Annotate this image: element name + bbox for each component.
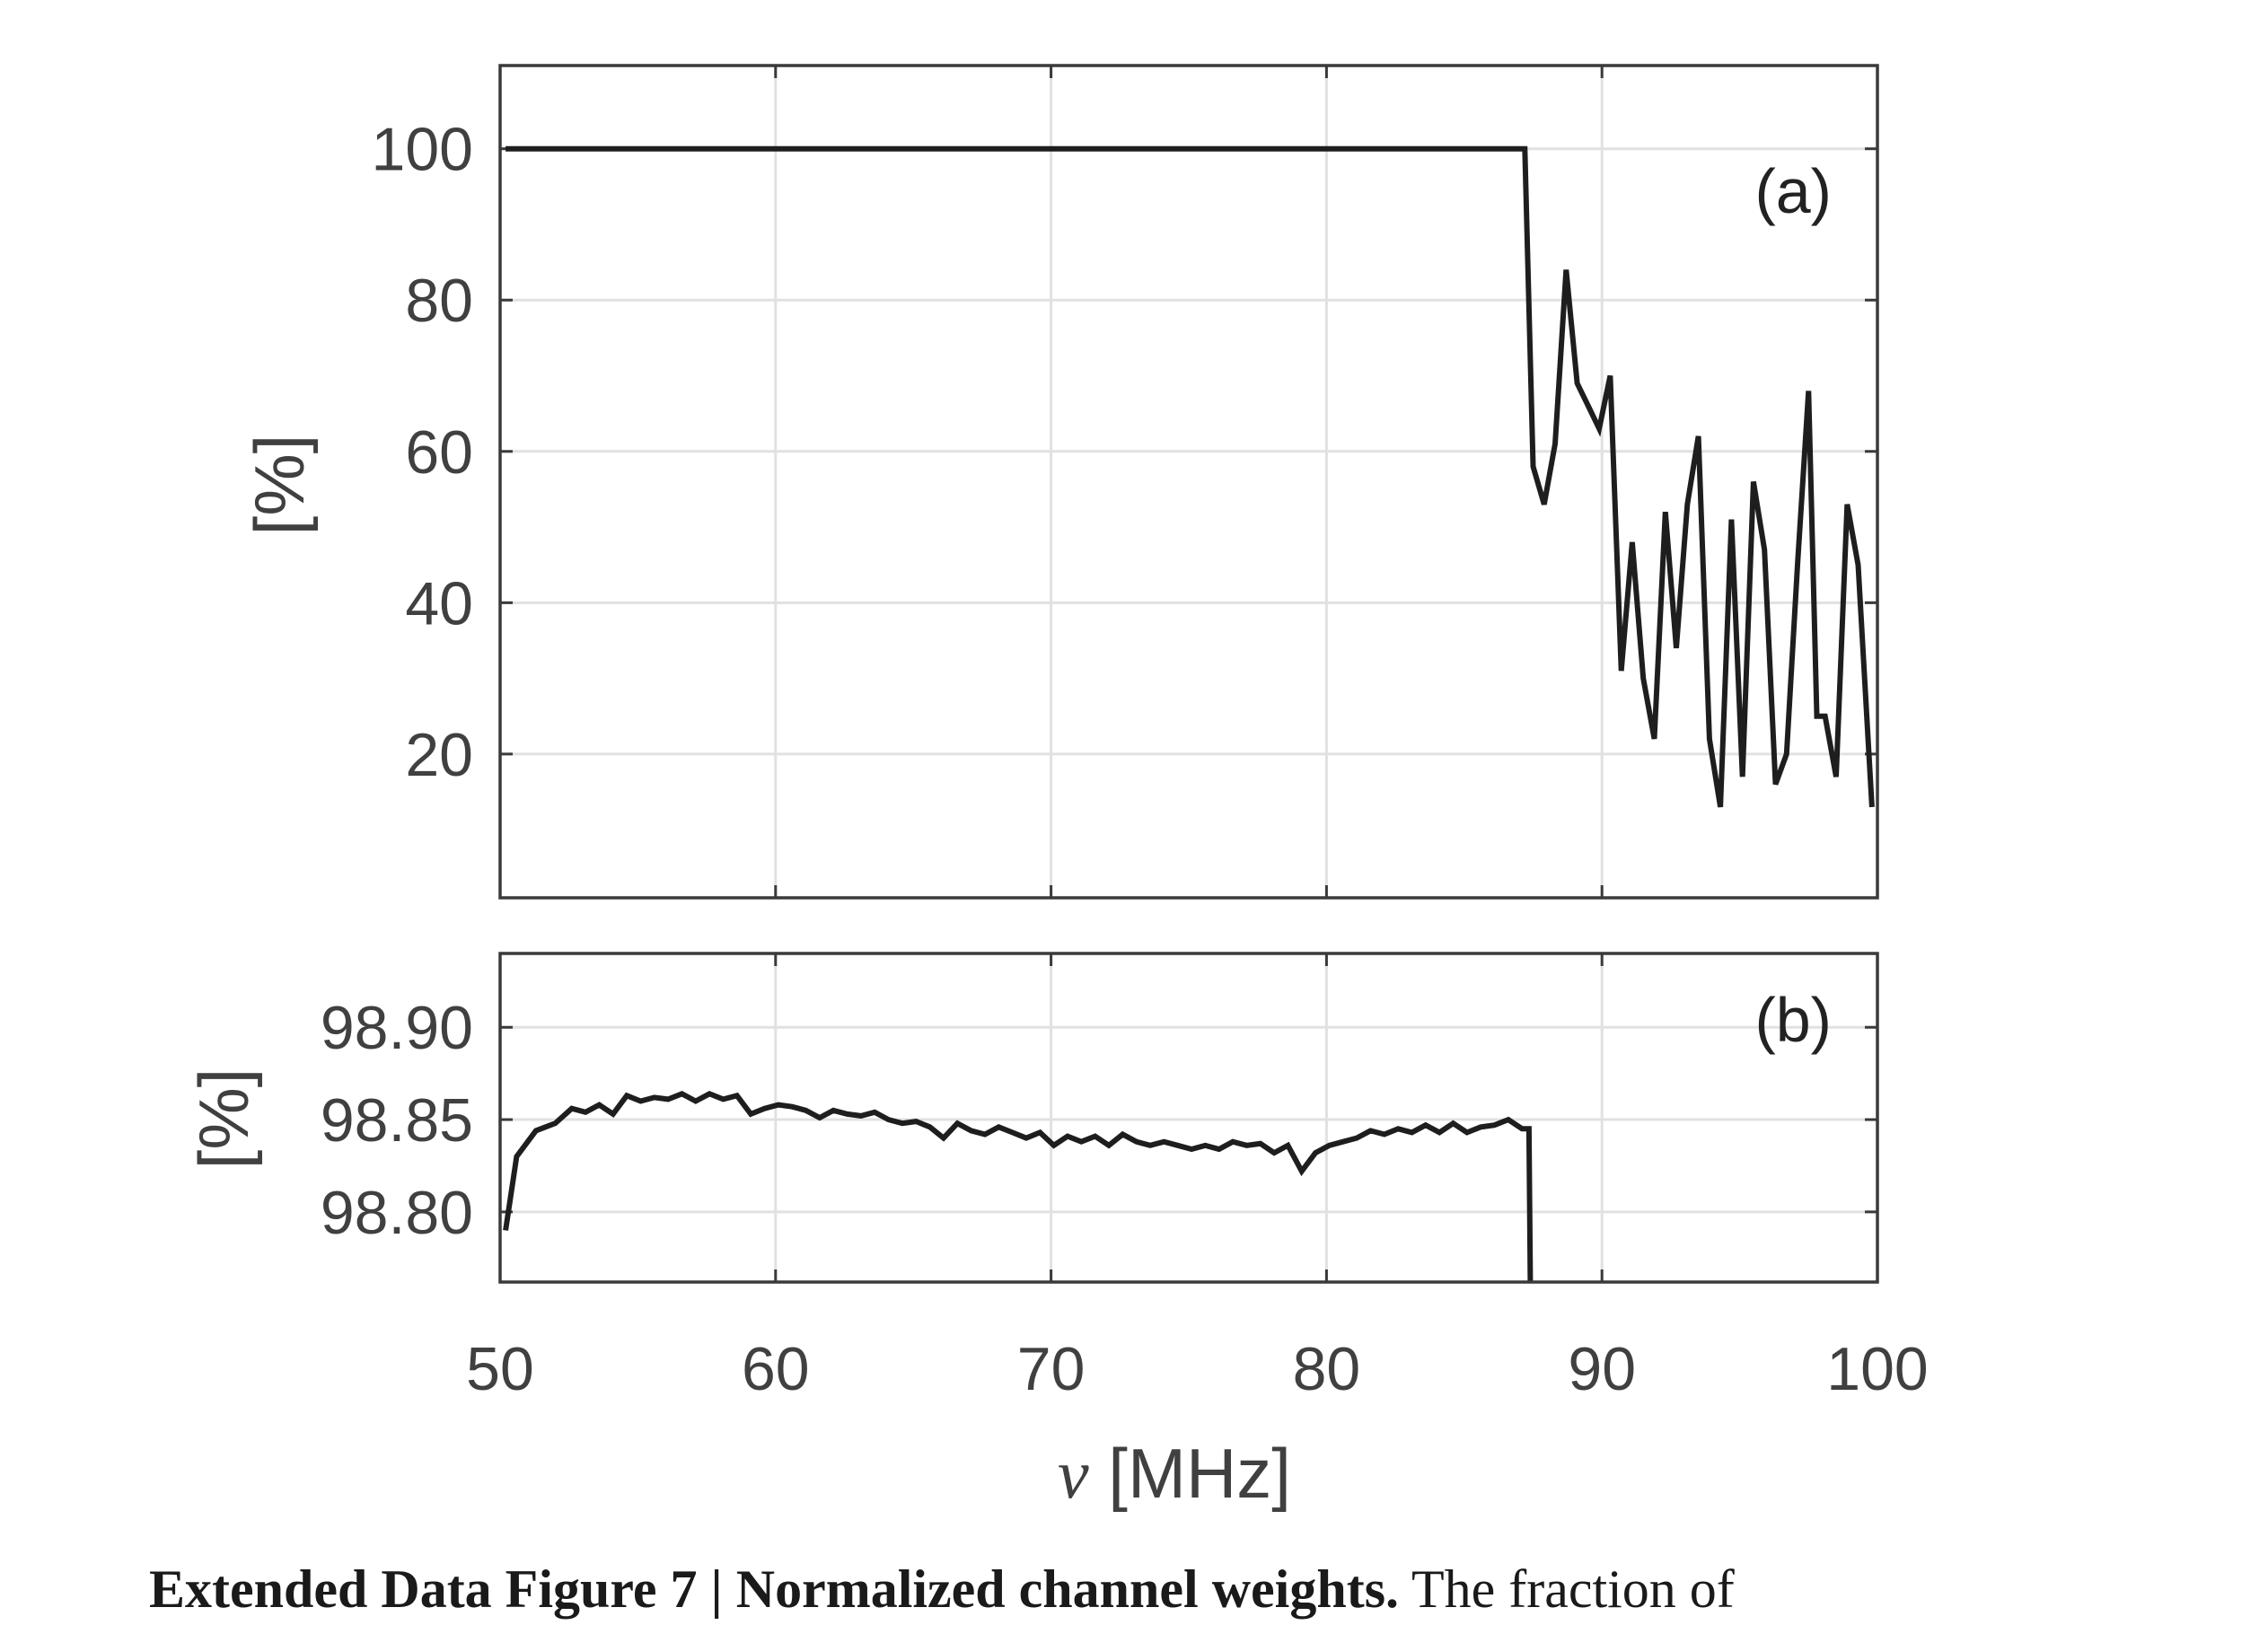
y-tick-label: 98.80	[321, 1179, 473, 1247]
series-line-b	[505, 1094, 1530, 1282]
panel-b-tick-labels: 98.80 98.85 98.90	[321, 994, 473, 1247]
panel-a-tick-labels: 20 40 60 80 100	[372, 116, 473, 789]
panel-b-ticks	[500, 953, 1877, 1282]
panel-a-frame	[500, 66, 1877, 898]
panel-a-ticks	[500, 66, 1877, 898]
y-tick-label: 98.85	[321, 1086, 473, 1155]
panel-a-series	[505, 149, 1872, 807]
x-axis-label-symbol: ν	[1058, 1435, 1089, 1513]
panel-b-frame	[500, 953, 1877, 1282]
series-line-a	[505, 149, 1872, 807]
y-tick-label: 100	[372, 116, 473, 184]
y-tick-label: 98.90	[321, 994, 473, 1062]
x-tick-label: 70	[1017, 1335, 1086, 1403]
figure-caption: Extended Data Figure 7 | Normalized chan…	[149, 1553, 2214, 1625]
panel-a-grid	[500, 66, 1877, 898]
x-axis-tick-labels: 50 60 70 80 90 100	[466, 1335, 1929, 1403]
panel-a: 20 40 60 80 100 (a) [%]	[240, 66, 1877, 898]
y-tick-label: 40	[405, 569, 473, 637]
x-tick-label: 60	[742, 1335, 810, 1403]
caption-text: The fraction of	[1399, 1559, 1735, 1619]
y-tick-label: 20	[405, 721, 473, 789]
panel-b: 98.80 98.85 98.90 50 60 70 80 90 100 (b) [%] ν …	[184, 953, 1929, 1513]
panel-a-y-axis-label: [%]	[240, 435, 319, 536]
x-tick-label: 80	[1293, 1335, 1361, 1403]
y-tick-label: 60	[405, 418, 473, 487]
panel-b-grid	[500, 953, 1877, 1282]
x-tick-label: 90	[1568, 1335, 1636, 1403]
caption-title: Extended Data Figure 7 | Normalized chan…	[149, 1559, 1399, 1619]
x-axis-label-unit: [MHz]	[1089, 1434, 1291, 1513]
panel-b-label: (b)	[1754, 985, 1832, 1055]
panel-b-y-axis-label: [%]	[184, 1068, 263, 1170]
panel-a-label: (a)	[1754, 156, 1832, 226]
x-axis-label: ν [MHz]	[1058, 1434, 1291, 1513]
panel-b-series	[505, 1094, 1531, 1282]
x-tick-label: 50	[466, 1335, 534, 1403]
x-tick-label: 100	[1826, 1335, 1928, 1403]
y-tick-label: 80	[405, 267, 473, 335]
